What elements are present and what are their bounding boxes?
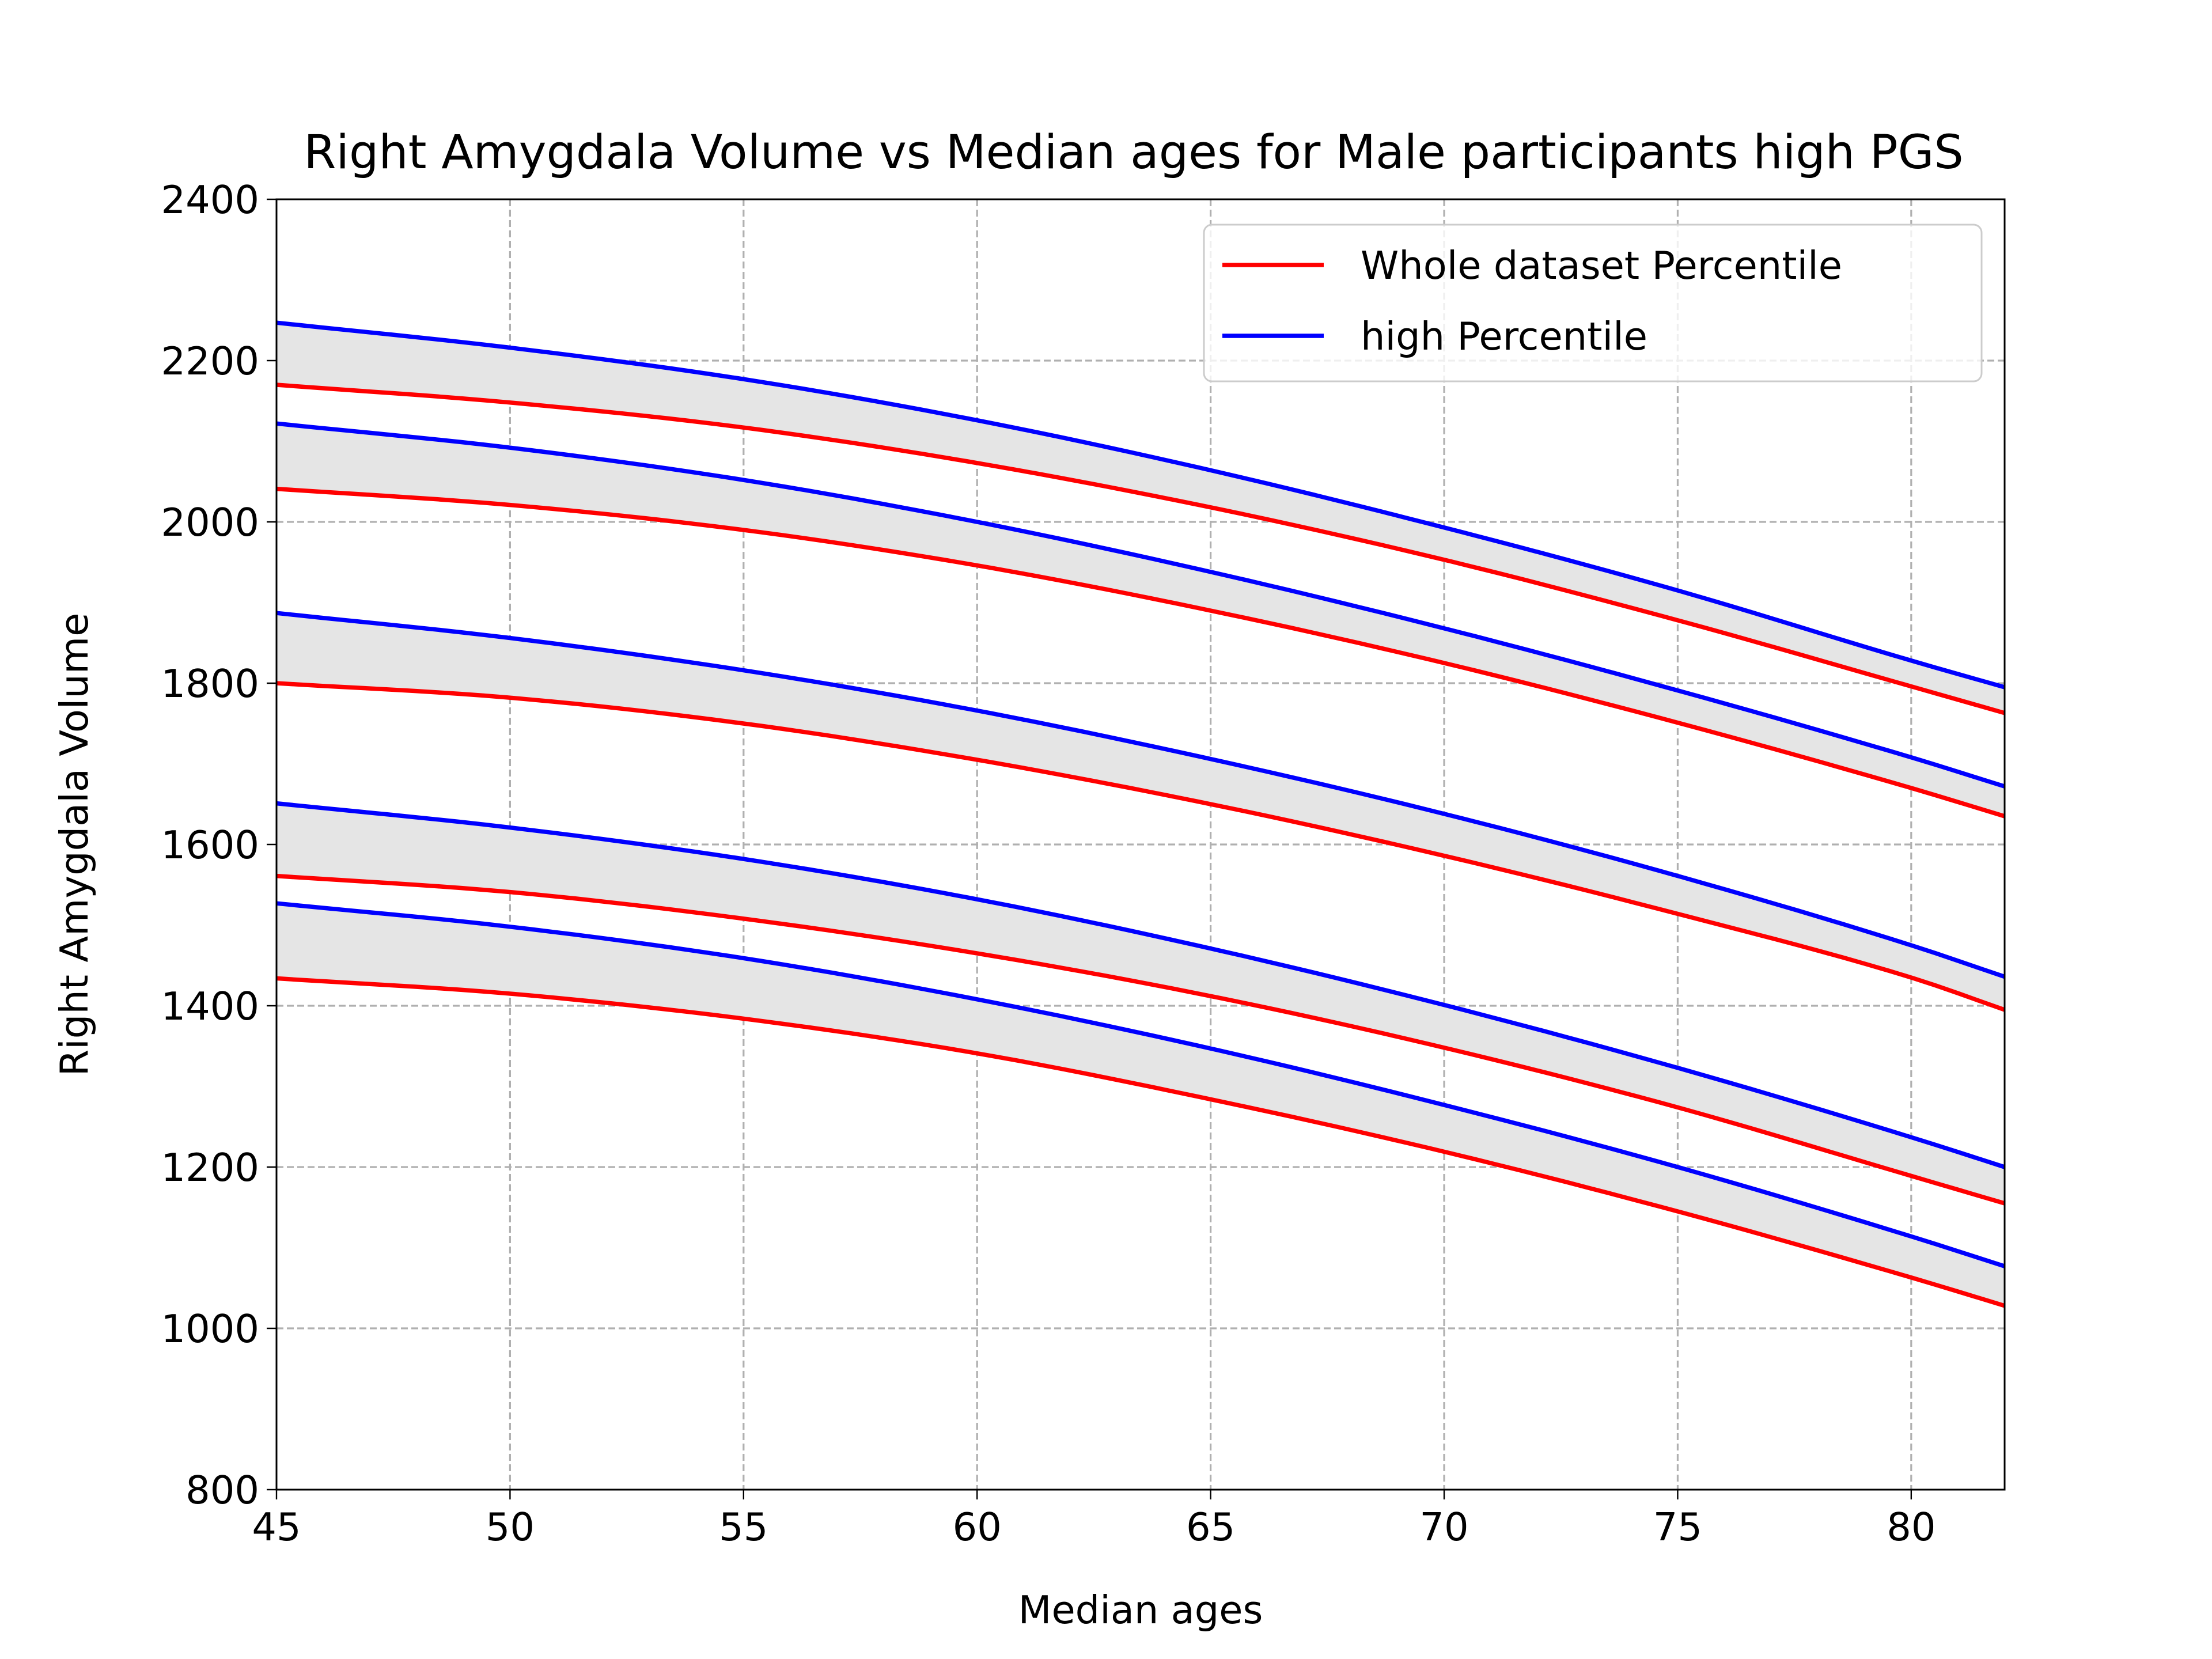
band-5: [276, 903, 2005, 1306]
series-line-whole-dataset-9: [276, 976, 2006, 1308]
band-4: [276, 803, 2005, 1203]
x-tick-label-65: 65: [1186, 1505, 1235, 1550]
chart-title: Right Amygdala Volume vs Median ages for…: [304, 126, 1964, 180]
band-3: [276, 613, 2005, 1010]
legend-frame: [1203, 224, 1983, 382]
series-lines: [276, 320, 2006, 1308]
y-tick-label-1000: 1000: [161, 1306, 259, 1351]
series-line-whole-dataset-1: [276, 382, 2006, 715]
y-tick-label-1200: 1200: [161, 1145, 259, 1190]
y-tick-label-1800: 1800: [161, 661, 259, 706]
y-tick-label-1400: 1400: [161, 984, 259, 1029]
series-line-whole-dataset-3: [276, 486, 2006, 819]
x-tick-label-75: 75: [1653, 1505, 1702, 1550]
y-tick-label-2400: 2400: [161, 177, 259, 222]
y-axis-title: Right Amygdala Volume: [52, 613, 97, 1077]
percentile-bands: [276, 323, 2005, 1306]
series-line-whole-dataset-5: [276, 681, 2006, 1012]
series-line-high-percentile-2: [276, 320, 2006, 690]
x-tick-label-80: 80: [1887, 1505, 1936, 1550]
y-tick-label-1600: 1600: [161, 823, 259, 868]
x-axis-title: Median ages: [1018, 1588, 1263, 1633]
x-tick-label-45: 45: [252, 1505, 301, 1550]
y-tick-label-800: 800: [185, 1468, 259, 1513]
y-tick-label-2000: 2000: [161, 500, 259, 545]
legend: Whole dataset Percentile high Percentile: [1203, 224, 1983, 382]
band-1: [276, 323, 2005, 713]
axis-ticks: 45 50 55 60 65 70 75 80 800 1000 1200 1400 1600 1800 2…: [161, 177, 1936, 1550]
y-tick-label-2200: 2200: [161, 339, 259, 384]
x-tick-label-70: 70: [1419, 1505, 1468, 1550]
x-tick-label-50: 50: [486, 1505, 535, 1550]
series-line-high-percentile-10: [276, 901, 2006, 1268]
legend-label-whole-dataset: Whole dataset Percentile: [1361, 243, 1842, 288]
series-line-high-percentile-4: [276, 421, 2006, 789]
series-line-whole-dataset-7: [276, 873, 2006, 1206]
legend-label-high-percentile: high Percentile: [1361, 314, 1647, 359]
x-tick-label-55: 55: [719, 1505, 768, 1550]
band-2: [276, 423, 2005, 816]
series-line-high-percentile-8: [276, 801, 2006, 1169]
x-tick-label-60: 60: [953, 1505, 1002, 1550]
series-line-high-percentile-6: [276, 611, 2006, 979]
